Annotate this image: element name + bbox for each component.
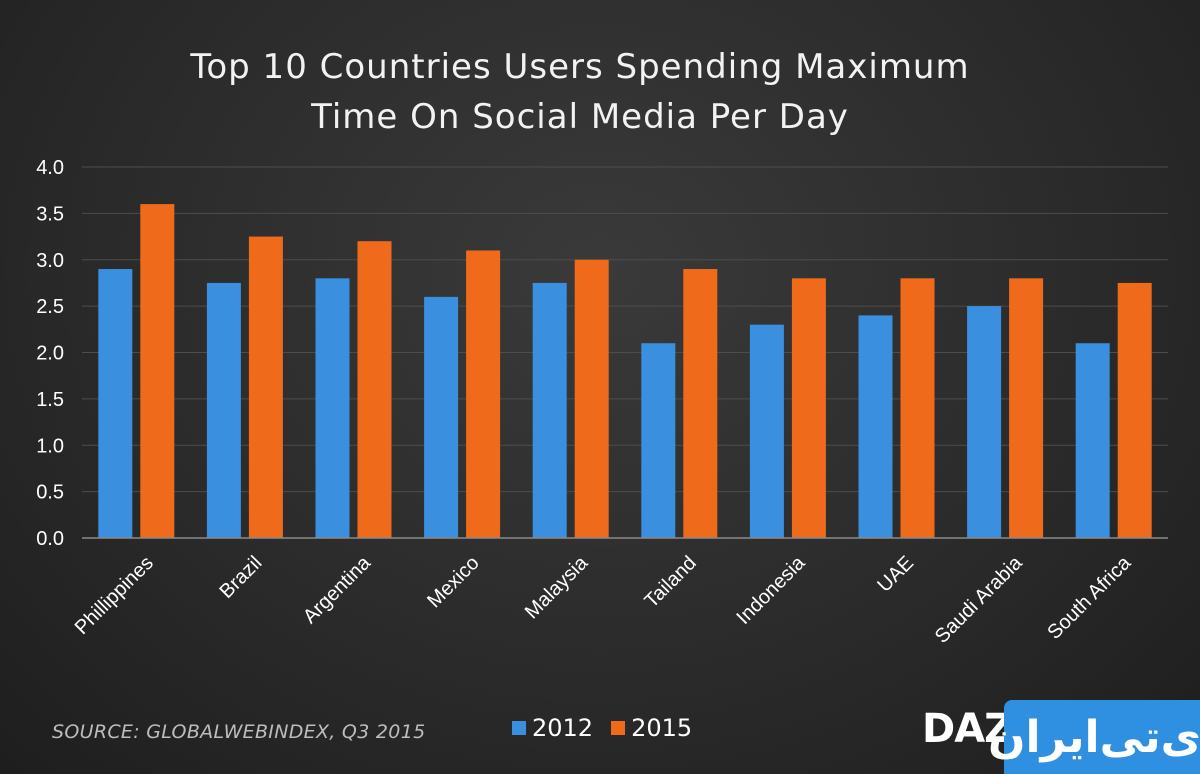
y-tick-label: 1.0 [36,435,64,457]
bar-2012-malaysia [532,282,567,538]
x-category-label: Tailand [640,552,700,612]
x-category-label: UAE [873,552,918,597]
bar-2015-indonesia [791,278,826,538]
grid-lines [82,166,1168,493]
bar-2012-indonesia [749,324,784,538]
bar-2015-phillippines [140,204,175,538]
x-category-label: Malaysia [521,551,593,623]
chart-title-line-1: Top 10 Countries Users Spending Maximum [190,47,970,87]
x-category-label: Saudi Arabia [931,551,1027,647]
x-category-label: Phillippines [71,552,158,639]
chart-title: Top 10 Countries Users Spending Maximum … [0,42,1160,142]
x-category-label: South Africa [1043,551,1135,643]
bar-2015-mexico [466,250,501,538]
y-tick-label: 0.0 [36,528,64,550]
bar-2015-tailand [683,269,718,538]
bar-2012-brazil [206,282,241,538]
y-tick-label: 3.5 [36,203,64,225]
bar-2012-tailand [641,343,676,538]
y-tick-label: 4.0 [36,157,64,179]
bar-2012-saudi-arabia [967,306,1002,538]
bar-2012-phillippines [98,269,133,538]
y-tick-label: 0.5 [36,482,64,504]
y-tick-label: 2.5 [36,296,64,318]
bar-2015-argentina [357,241,392,538]
bar-2015-uae [900,278,935,538]
itiran-logo: آی‌تی‌ایران [988,700,1200,774]
bar-2012-mexico [424,296,459,538]
bar-2015-brazil [248,236,283,538]
daz-logo: DAZ [922,706,1013,752]
legend-item-2012: 2012 [512,714,593,742]
x-category-label: Brazil [216,552,267,603]
legend-swatch-2015 [611,721,626,735]
x-category-label: Argentina [299,551,376,628]
legend: 2012 2015 [512,714,710,742]
y-axis-tick-labels: 0.0 0.5 1.0 1.5 2.0 2.5 3.0 3.5 4.0 [36,157,64,550]
y-tick-label: 2.0 [36,343,64,365]
bar-2012-argentina [315,278,350,538]
chart-title-line-2: Time On Social Media Per Day [311,97,849,137]
y-tick-label: 1.5 [36,389,64,411]
bar-2015-saudi-arabia [1009,278,1044,538]
x-category-label: Mexico [423,552,483,612]
legend-item-2015: 2015 [611,714,692,742]
bar-2015-malaysia [574,259,609,538]
x-axis-category-labels: Phillippines Brazil Argentina Mexico Malaysi… [71,551,1136,647]
legend-label-2012: 2012 [532,714,594,742]
bar-2012-uae [858,315,893,538]
bar-2012-south-africa [1075,343,1110,538]
bars [98,204,1152,538]
legend-swatch-2012 [512,721,526,735]
bar-2015-south-africa [1117,282,1152,538]
source-note: SOURCE: GLOBALWEBINDEX, Q3 2015 [52,721,426,743]
legend-label-2015: 2015 [631,714,693,742]
y-tick-label: 3.0 [36,250,64,272]
x-category-label: Indonesia [733,551,811,629]
